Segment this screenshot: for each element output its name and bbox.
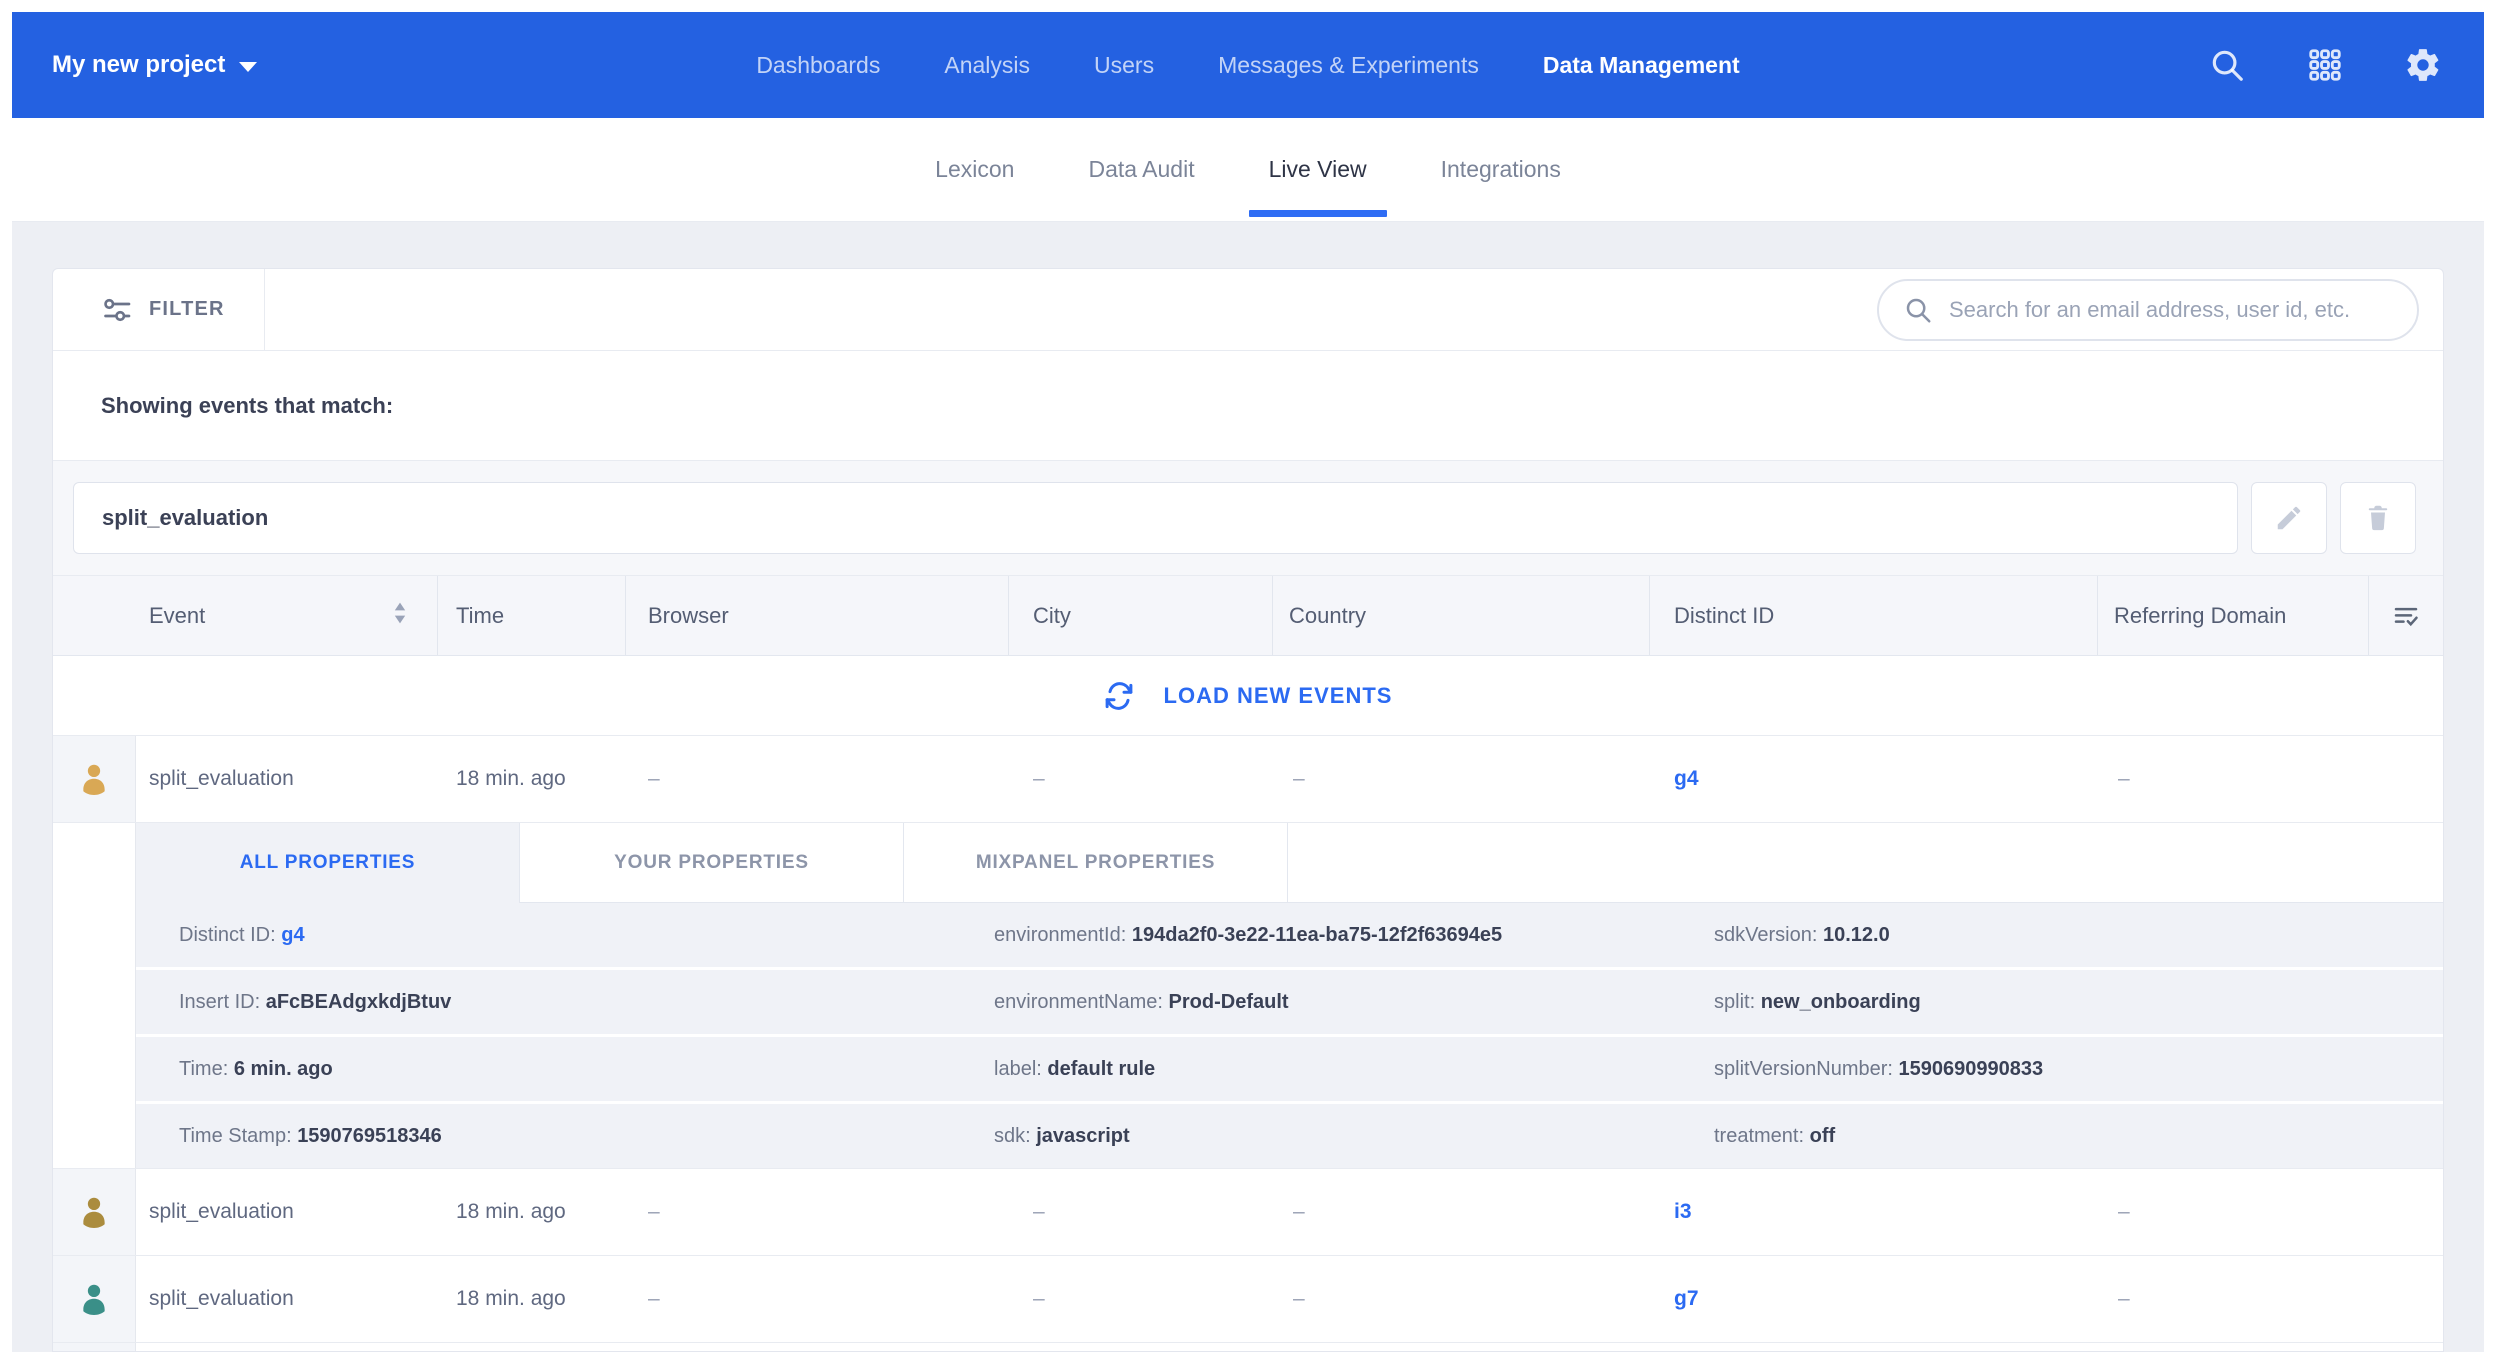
- cell-event: split_evaluation: [149, 1287, 294, 1310]
- avatar: [53, 1256, 136, 1342]
- event-row-g4[interactable]: split_evaluation 18 min. ago – – – g4 –: [53, 736, 2443, 823]
- top-navbar: My new project Dashboards Analysis Users…: [12, 12, 2484, 118]
- navbar-actions: [2206, 44, 2444, 86]
- event-filter-value: split_evaluation: [102, 505, 269, 530]
- showing-events-row: Showing events that match:: [53, 351, 2443, 461]
- avatar: [53, 736, 136, 822]
- showing-events-heading: Showing events that match:: [101, 392, 394, 418]
- load-new-events-label: LOAD NEW EVENTS: [1163, 682, 1393, 708]
- tab-data-audit[interactable]: Data Audit: [1088, 156, 1195, 182]
- trash-icon: [2368, 505, 2388, 531]
- search-icon: [1906, 298, 1931, 322]
- filter-button-label: FILTER: [149, 298, 225, 320]
- properties-tabs: ALL PROPERTIES YOUR PROPERTIES MIXPANEL …: [136, 823, 2443, 903]
- column-header-country: Country: [1273, 576, 1650, 655]
- cell-country: –: [1293, 1200, 1305, 1223]
- delete-filter-button[interactable]: [2340, 482, 2416, 554]
- property-row: Distinct IDg4 environmentId194da2f0-3e22…: [136, 903, 2443, 967]
- distinct-id-link[interactable]: g7: [1674, 1287, 1699, 1310]
- avatar: [53, 1169, 136, 1255]
- tab-lexicon[interactable]: Lexicon: [935, 156, 1015, 182]
- tab-live-view[interactable]: Live View: [1237, 118, 1399, 221]
- search-input[interactable]: [1949, 296, 2393, 323]
- column-settings-button[interactable]: [2369, 576, 2443, 655]
- apps-grid-icon[interactable]: [2304, 44, 2346, 86]
- filter-toolbar: FILTER: [53, 269, 2443, 351]
- project-name: My new project: [52, 51, 226, 78]
- active-tab-underline: [1248, 210, 1387, 217]
- cell-time: 18 min. ago: [456, 1200, 566, 1223]
- event-filter-band: split_evaluation: [53, 461, 2443, 576]
- table-header: Event Time Browser City Country Distinct…: [53, 576, 2443, 656]
- cell-event: split_evaluation: [149, 767, 294, 790]
- event-filter-chip[interactable]: split_evaluation: [73, 482, 2238, 554]
- partial-next-row: [53, 1343, 2443, 1351]
- column-header-event[interactable]: Event: [53, 576, 438, 655]
- column-header-city: City: [1009, 576, 1273, 655]
- gear-icon[interactable]: [2402, 44, 2444, 86]
- nav-item-dashboards[interactable]: Dashboards: [756, 51, 881, 78]
- section-tabbar: Lexicon Data Audit Live View Integration…: [12, 118, 2484, 222]
- pencil-icon: [2277, 506, 2301, 530]
- cell-country: –: [1293, 767, 1305, 790]
- event-properties-panel: ALL PROPERTIES YOUR PROPERTIES MIXPANEL …: [53, 823, 2443, 1169]
- person-icon: [83, 1284, 105, 1316]
- cell-browser: –: [648, 1287, 660, 1310]
- cell-referring-domain: –: [2118, 1200, 2130, 1223]
- distinct-id-link[interactable]: i3: [1674, 1200, 1692, 1223]
- live-view-card: FILTER Showing events that match: split_…: [52, 268, 2444, 1352]
- tab-integrations[interactable]: Integrations: [1440, 156, 1561, 182]
- page-content: FILTER Showing events that match: split_…: [12, 222, 2484, 1352]
- edit-filter-button[interactable]: [2251, 482, 2327, 554]
- cell-referring-domain: –: [2118, 767, 2130, 790]
- cell-time: 18 min. ago: [456, 767, 566, 790]
- sliders-icon: [104, 298, 131, 321]
- nav-item-users[interactable]: Users: [1094, 51, 1155, 78]
- distinct-id-link[interactable]: g4: [1674, 767, 1699, 790]
- column-settings-icon: [2394, 607, 2418, 626]
- cell-country: –: [1293, 1287, 1305, 1310]
- chevron-down-icon: [239, 61, 258, 72]
- tabs-filler: [1288, 823, 2443, 903]
- refresh-icon: [1105, 681, 1132, 710]
- person-icon: [83, 764, 105, 796]
- search-icon[interactable]: [2206, 44, 2248, 86]
- cell-event: split_evaluation: [149, 1200, 294, 1223]
- filter-button[interactable]: FILTER: [53, 269, 265, 350]
- column-header-time: Time: [438, 576, 626, 655]
- project-switcher[interactable]: My new project: [52, 51, 258, 79]
- nav-item-data-management[interactable]: Data Management: [1542, 51, 1740, 78]
- column-header-referring-domain: Referring Domain: [2098, 576, 2369, 655]
- cell-time: 18 min. ago: [456, 1287, 566, 1310]
- avatar: [53, 1343, 136, 1351]
- cell-city: –: [1033, 767, 1045, 790]
- property-row: Time6 min. ago labeldefault rule splitVe…: [136, 1037, 2443, 1101]
- user-search-box: [1877, 278, 2419, 341]
- column-header-distinct-id: Distinct ID: [1650, 576, 2098, 655]
- event-row-i3[interactable]: split_evaluation 18 min. ago – – – i3 –: [53, 1169, 2443, 1256]
- cell-city: –: [1033, 1287, 1045, 1310]
- nav-item-analysis[interactable]: Analysis: [944, 51, 1031, 78]
- tab-your-properties[interactable]: YOUR PROPERTIES: [520, 823, 904, 903]
- person-icon: [83, 1197, 105, 1229]
- property-row: Insert IDaFcBEAdgxkdjBtuv environmentNam…: [136, 970, 2443, 1034]
- tab-mixpanel-properties[interactable]: MIXPANEL PROPERTIES: [904, 823, 1288, 903]
- panel-gutter: [53, 823, 136, 1168]
- load-new-events-button[interactable]: LOAD NEW EVENTS: [53, 656, 2443, 736]
- nav-item-messages-experiments[interactable]: Messages & Experiments: [1218, 51, 1479, 78]
- main-nav: Dashboards Analysis Users Messages & Exp…: [756, 52, 1739, 79]
- column-header-browser: Browser: [626, 576, 1009, 655]
- cell-referring-domain: –: [2118, 1287, 2130, 1310]
- tab-all-properties[interactable]: ALL PROPERTIES: [136, 823, 520, 903]
- distinct-id-link[interactable]: g4: [281, 923, 305, 946]
- cell-city: –: [1033, 1200, 1045, 1223]
- event-row-g7[interactable]: split_evaluation 18 min. ago – – – g7 –: [53, 1256, 2443, 1343]
- property-row: Time Stamp1590769518346 sdkjavascript tr…: [136, 1104, 2443, 1168]
- properties-list: Distinct IDg4 environmentId194da2f0-3e22…: [136, 903, 2443, 1168]
- cell-browser: –: [648, 767, 660, 790]
- sort-icon: [389, 600, 411, 632]
- cell-browser: –: [648, 1200, 660, 1223]
